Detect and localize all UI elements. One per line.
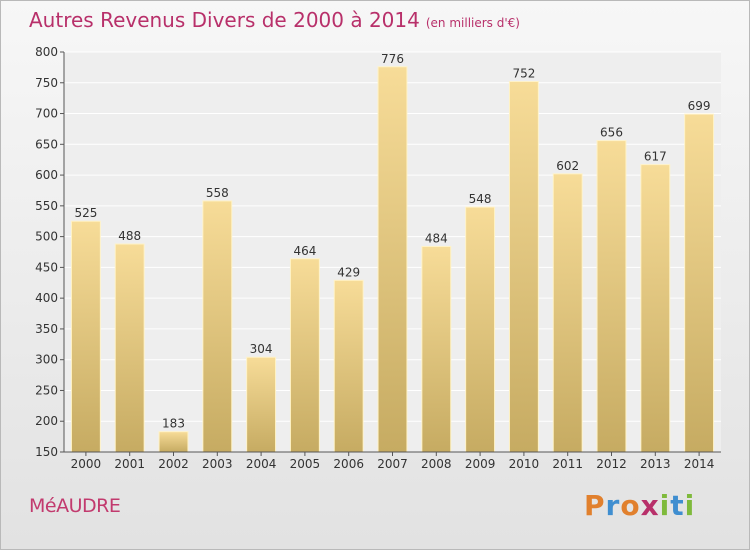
y-tick-label: 550	[35, 199, 58, 213]
axis-layer: 150 200 250 300 350 400 450 500 550 600 650 700 750 8…	[35, 45, 721, 471]
x-tick-label: 2013	[640, 457, 671, 471]
logo-letter: r	[605, 489, 621, 522]
bar-2002	[158, 431, 189, 453]
logo-letter: i	[684, 489, 696, 522]
bar-2009	[465, 206, 496, 453]
x-tick-label: 2014	[684, 457, 715, 471]
y-tick-label: 250	[35, 383, 58, 397]
logo-letter: i	[659, 489, 671, 522]
bar-value-label: 776	[381, 52, 404, 66]
proxiti-logo: Proxiti	[584, 489, 695, 522]
y-tick-label: 200	[35, 414, 58, 428]
bar-value-label: 752	[512, 67, 535, 81]
x-tick-label: 2004	[246, 457, 277, 471]
chart-title-text: Autres Revenus Divers de 2000 à 2014	[29, 8, 420, 32]
bar-value-label: 484	[425, 231, 448, 245]
y-tick-label: 750	[35, 76, 58, 90]
bar-2010	[508, 81, 539, 453]
bar-2004	[246, 356, 277, 453]
y-tick-label: 650	[35, 137, 58, 151]
chart-title: Autres Revenus Divers de 2000 à 2014 (en …	[29, 8, 520, 32]
x-tick-label: 2002	[158, 457, 189, 471]
bar-2008	[421, 245, 452, 453]
bar-2000	[70, 220, 101, 453]
x-tick-label: 2009	[465, 457, 496, 471]
bar-2001	[114, 243, 145, 453]
logo-letter: t	[670, 489, 685, 522]
y-tick-label: 600	[35, 168, 58, 182]
x-tick-label: 2003	[202, 457, 233, 471]
bar-value-label: 304	[250, 342, 273, 356]
bar-value-label: 656	[600, 126, 623, 140]
x-tick-label: 2011	[552, 457, 583, 471]
bar-value-label: 548	[469, 192, 492, 206]
bar-2014	[684, 113, 715, 453]
bar-value-label: 464	[293, 244, 316, 258]
bar-2005	[289, 258, 320, 453]
x-tick-label: 2006	[333, 457, 364, 471]
x-tick-label: 2001	[114, 457, 145, 471]
x-tick-label: 2012	[596, 457, 627, 471]
y-tick-label: 700	[35, 107, 58, 121]
y-tick-label: 350	[35, 322, 58, 336]
bar-value-label: 183	[162, 417, 185, 431]
x-tick-label: 2010	[509, 457, 540, 471]
bar-2003	[202, 200, 233, 453]
y-tick-label: 500	[35, 230, 58, 244]
bar-2006	[333, 279, 364, 453]
y-tick-label: 400	[35, 291, 58, 305]
x-tick-label: 2005	[290, 457, 321, 471]
bar-value-label: 488	[118, 229, 141, 243]
bar-value-label: 429	[337, 265, 360, 279]
logo-letter: o	[620, 489, 641, 522]
y-tick-label: 150	[35, 445, 58, 459]
bar-value-label: 617	[644, 150, 667, 164]
bar-2012	[596, 140, 627, 453]
logo-letter: P	[584, 489, 606, 522]
bar-2011	[552, 173, 583, 453]
logo-letter: x	[640, 489, 660, 522]
bar-value-label: 558	[206, 186, 229, 200]
bar-value-label: 699	[688, 99, 711, 113]
y-tick-label: 300	[35, 353, 58, 367]
bars-layer: 525 488 183 558 304 464 429 776 484 548 752 602 656 6…	[70, 52, 715, 453]
y-tick-label: 450	[35, 260, 58, 274]
chart-subtitle: (en milliers d'€)	[425, 16, 520, 30]
x-tick-label: 2008	[421, 457, 452, 471]
x-tick-label: 2007	[377, 457, 408, 471]
x-tick-label: 2000	[71, 457, 102, 471]
bar-2013	[640, 164, 671, 453]
bar-2007	[377, 66, 408, 453]
commune-name: MéAUDRE	[29, 495, 121, 517]
bar-value-label: 525	[74, 206, 97, 220]
y-tick-label: 800	[35, 45, 58, 59]
bar-value-label: 602	[556, 159, 579, 173]
